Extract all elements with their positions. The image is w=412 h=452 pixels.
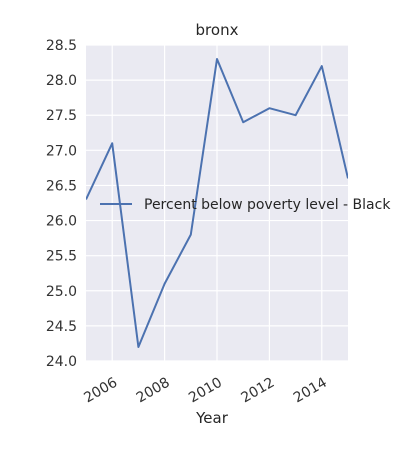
y-tick-label: 24.5	[46, 319, 77, 335]
x-tick-label: 2008	[134, 375, 173, 407]
legend: Percent below poverty level - Black	[100, 197, 391, 213]
y-tick-labels: 24.0 24.5 25.0 25.5 26.0 26.5 27.0 27.5 28.0 28.5	[46, 38, 77, 370]
series-lines	[86, 58, 348, 348]
series-line	[86, 58, 348, 348]
chart-title: bronx	[196, 21, 239, 39]
y-tick-label: 28.5	[46, 38, 77, 54]
y-tick-label: 27.5	[46, 108, 77, 124]
x-tick-label: 2006	[81, 375, 120, 407]
y-tick-label: 27.0	[46, 143, 77, 159]
y-tick-label: 26.5	[46, 178, 77, 194]
x-tick-label: 2010	[186, 375, 225, 407]
legend-label: Percent below poverty level - Black	[144, 197, 391, 213]
y-tick-label: 24.0	[46, 354, 77, 370]
y-tick-label: 25.0	[46, 284, 77, 300]
y-tick-label: 25.5	[46, 249, 77, 265]
y-tick-label: 26.0	[46, 214, 77, 230]
x-tick-label: 2014	[291, 375, 330, 407]
x-tick-labels: 2006 2008 2010 2012 2014	[81, 375, 330, 407]
x-axis-label: Year	[195, 409, 229, 427]
x-tick-label: 2012	[239, 375, 278, 407]
y-tick-label: 28.0	[46, 73, 77, 89]
